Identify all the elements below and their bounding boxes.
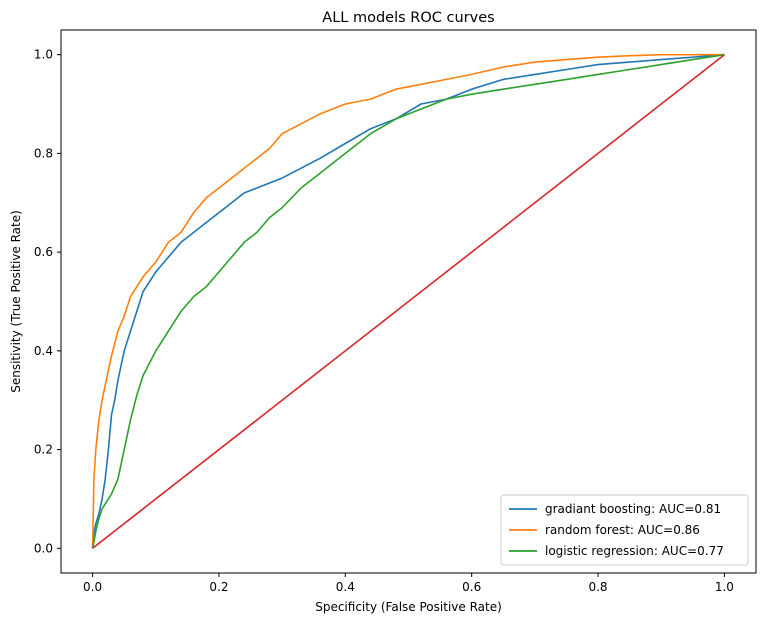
x-tick-label: 0.4 xyxy=(336,580,355,594)
y-axis-ticks: 0.0 0.2 0.4 0.6 0.8 1.0 xyxy=(34,48,61,555)
y-tick-label: 0.2 xyxy=(34,443,53,457)
y-tick-label: 0.0 xyxy=(34,541,53,555)
y-tick-label: 1.0 xyxy=(34,48,53,62)
x-tick-label: 1.0 xyxy=(715,580,734,594)
y-tick-label: 0.6 xyxy=(34,245,53,259)
y-tick-label: 0.8 xyxy=(34,146,53,160)
series-layer xyxy=(91,53,725,549)
plot-frame xyxy=(60,29,757,574)
x-axis-label: Specificity (False Positive Rate) xyxy=(315,600,502,614)
x-tick-label: 0.8 xyxy=(588,580,607,594)
legend-label: logistic regression: AUC=0.77 xyxy=(545,544,724,558)
diagonal-reference-line xyxy=(92,54,725,549)
y-axis-label: Sensitivity (True Positive Rate) xyxy=(9,210,23,393)
series-line-logistic-regression xyxy=(91,53,725,549)
legend-box xyxy=(500,494,749,566)
series-line-gradiant-boosting xyxy=(91,53,725,549)
series-line-random-forest xyxy=(91,53,725,549)
x-tick-label: 0.0 xyxy=(83,580,102,594)
legend-label: random forest: AUC=0.86 xyxy=(545,523,700,537)
chart-title: ALL models ROC curves xyxy=(322,10,494,26)
x-axis-ticks: 0.0 0.2 0.4 0.6 0.8 1.0 xyxy=(83,573,734,594)
x-tick-label: 0.2 xyxy=(209,580,228,594)
legend-label: gradiant boosting: AUC=0.81 xyxy=(545,502,721,516)
legend: gradiant boosting: AUC=0.81 random forest… xyxy=(500,494,749,566)
y-tick-label: 0.4 xyxy=(34,344,53,358)
x-tick-label: 0.6 xyxy=(462,580,481,594)
